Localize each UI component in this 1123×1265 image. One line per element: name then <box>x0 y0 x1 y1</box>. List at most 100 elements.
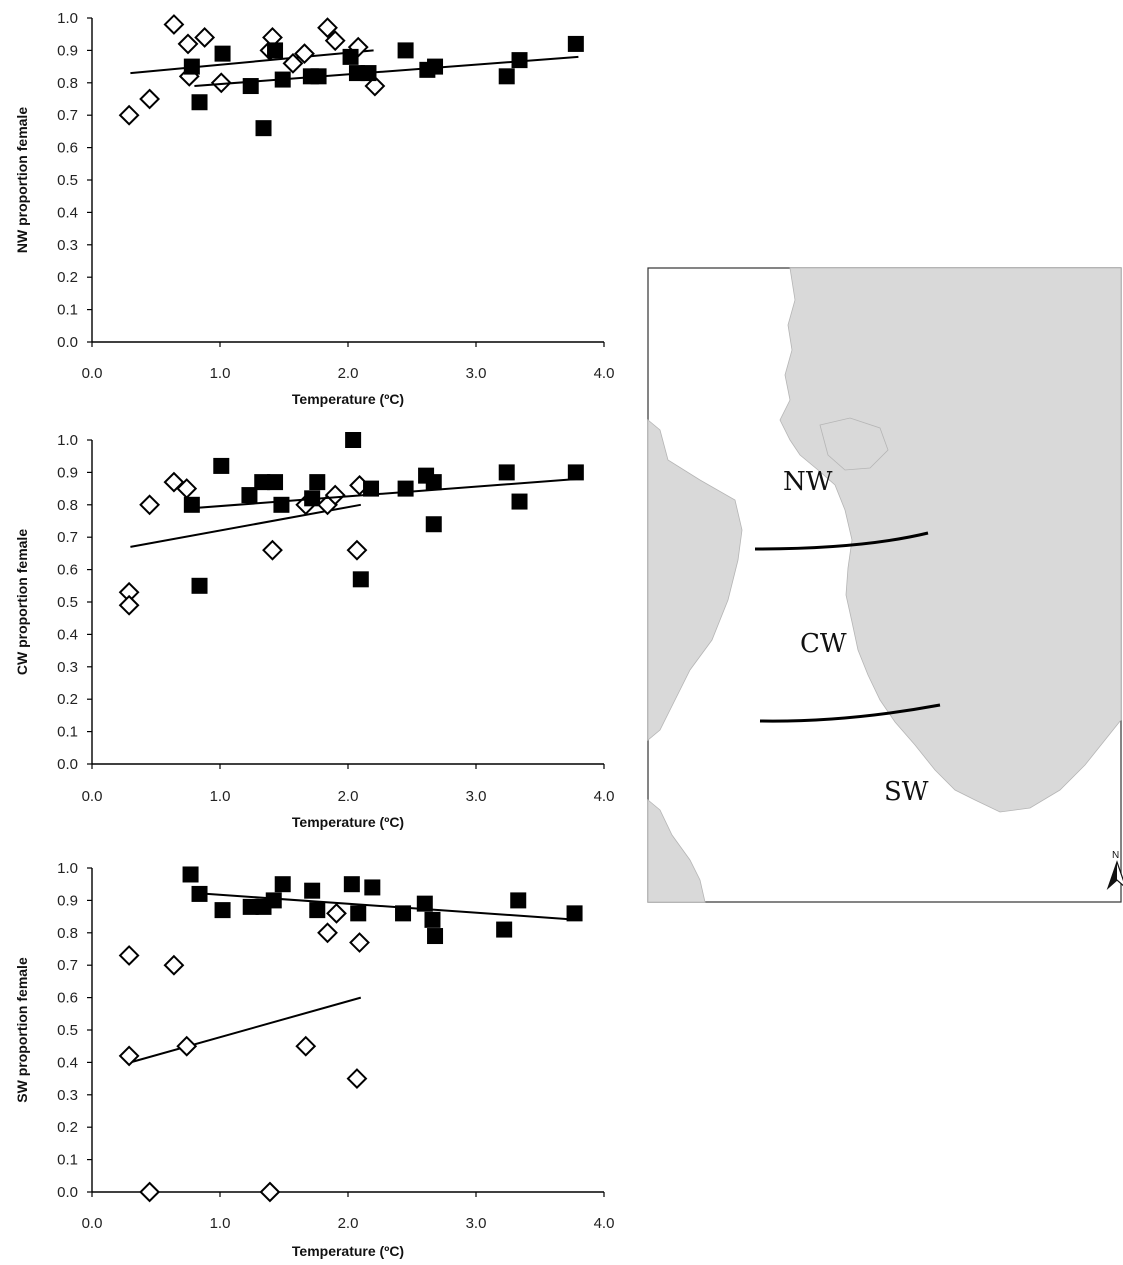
data-point-square <box>424 911 441 928</box>
trendline-open-diamond <box>130 503 361 548</box>
data-point-diamond <box>139 88 161 110</box>
y-tick-label: 0.6 <box>57 140 78 157</box>
y-tick-label: 0.4 <box>57 1054 78 1071</box>
y-tick-label: 0.3 <box>57 1087 78 1104</box>
data-point-square <box>242 898 259 915</box>
x-tick-label: 1.0 <box>210 365 231 382</box>
y-axis-title: SW proportion female <box>14 957 30 1103</box>
data-point-diamond <box>346 1068 368 1090</box>
y-tick-label: 0.0 <box>57 756 78 773</box>
north-arrow-icon <box>1106 860 1123 890</box>
trendline-open-diamond <box>130 996 362 1064</box>
y-tick-label: 1.0 <box>57 860 78 877</box>
x-axis-title: Temperature (ºC) <box>292 1243 404 1259</box>
data-point-square <box>191 94 208 111</box>
data-point-diamond <box>139 494 161 516</box>
y-tick-label: 0.4 <box>57 626 78 643</box>
data-point-diamond <box>163 14 185 35</box>
data-point-square <box>309 902 326 919</box>
x-tick-label: 4.0 <box>594 1215 615 1232</box>
x-tick-label: 0.0 <box>82 1215 103 1232</box>
chart-panel-nw: 0.0 0.1 0.2 0.3 0.4 0.5 0.6 0.7 0.8 0.9 1.0 0.0 1.0 2… <box>14 10 614 407</box>
data-point-square <box>416 895 433 912</box>
x-tick-label: 1.0 <box>210 788 231 805</box>
data-point-square <box>496 921 513 938</box>
data-point-square <box>511 52 528 69</box>
y-tick-label: 0.7 <box>57 107 78 124</box>
y-tick-label: 0.8 <box>57 925 78 942</box>
data-point-square <box>255 120 272 137</box>
data-point-square <box>182 866 199 883</box>
data-point-square <box>427 58 444 75</box>
data-point-diamond <box>259 1181 281 1203</box>
y-tick-label: 1.0 <box>57 10 78 27</box>
y-tick-label: 1.0 <box>57 432 78 449</box>
data-point-diamond <box>210 72 232 94</box>
data-point-square <box>498 464 515 481</box>
north-arrow-label: N <box>1112 850 1119 861</box>
y-tick-label: 0.6 <box>57 562 78 579</box>
labrador-coast <box>647 799 706 903</box>
data-point-square <box>267 474 284 491</box>
trendline-open-diamond <box>130 49 374 75</box>
data-point-diamond <box>364 75 386 97</box>
y-tick-label: 0.1 <box>57 1152 78 1169</box>
y-tick-label: 0.6 <box>57 990 78 1007</box>
data-point-square <box>304 490 321 507</box>
data-point-square <box>309 474 326 491</box>
data-point-square <box>352 571 369 588</box>
y-tick-label: 0.2 <box>57 691 78 708</box>
x-tick-label: 4.0 <box>594 788 615 805</box>
data-point-diamond <box>295 1035 317 1057</box>
data-point-square <box>567 35 584 52</box>
x-axis-title: Temperature (ºC) <box>292 814 404 830</box>
y-tick-label: 0.7 <box>57 529 78 546</box>
y-tick-label: 0.9 <box>57 892 78 909</box>
data-point-square <box>360 65 377 82</box>
data-point-square <box>310 68 327 85</box>
x-tick-label: 2.0 <box>338 788 359 805</box>
x-axis-title: Temperature (ºC) <box>292 391 404 407</box>
y-tick-label: 0.3 <box>57 659 78 676</box>
x-tick-label: 0.0 <box>82 365 103 382</box>
y-tick-label: 0.9 <box>57 42 78 59</box>
x-tick-label: 2.0 <box>338 365 359 382</box>
y-tick-label: 0.5 <box>57 172 78 189</box>
data-point-square <box>183 496 200 513</box>
y-tick-label: 0.8 <box>57 75 78 92</box>
greenland-landmass <box>779 267 1122 813</box>
y-tick-label: 0.7 <box>57 957 78 974</box>
chart-panel-cw: 0.0 0.1 0.2 0.3 0.4 0.5 0.6 0.7 0.8 0.9 1.0 0.0 1.0 2… <box>14 432 614 830</box>
disko-island <box>819 417 889 471</box>
y-axis-title: CW proportion female <box>14 529 30 675</box>
y-tick-label: 0.2 <box>57 1119 78 1136</box>
y-tick-label: 0.9 <box>57 464 78 481</box>
x-tick-label: 4.0 <box>594 365 615 382</box>
data-point-square <box>213 457 230 474</box>
data-point-square <box>427 928 444 945</box>
data-point-diamond <box>324 484 346 506</box>
data-point-diamond <box>118 594 140 616</box>
data-point-diamond <box>163 954 185 976</box>
data-point-diamond <box>262 539 283 561</box>
x-tick-label: 3.0 <box>466 788 487 805</box>
region-label-nw: NW <box>783 467 833 497</box>
data-point-square <box>274 876 291 893</box>
data-point-diamond <box>294 43 315 65</box>
data-point-square <box>425 516 442 533</box>
data-point-diamond <box>317 922 338 944</box>
y-tick-label: 0.5 <box>57 594 78 611</box>
chart-panel-sw: 0.0 0.1 0.2 0.3 0.4 0.5 0.6 0.7 0.8 0.9 1.0 0.0 1.0 2… <box>14 860 614 1259</box>
data-point-square <box>265 892 282 909</box>
x-tick-label: 3.0 <box>466 365 487 382</box>
data-point-diamond <box>118 1045 140 1067</box>
y-tick-label: 0.8 <box>57 497 78 514</box>
cw-sw-boundary-line <box>759 703 941 723</box>
data-point-square <box>267 42 284 59</box>
data-point-square <box>345 432 362 448</box>
data-point-square <box>342 48 359 65</box>
data-point-square <box>566 905 583 922</box>
data-point-diamond <box>282 52 304 74</box>
data-point-square <box>511 493 528 510</box>
data-point-diamond <box>349 932 370 953</box>
